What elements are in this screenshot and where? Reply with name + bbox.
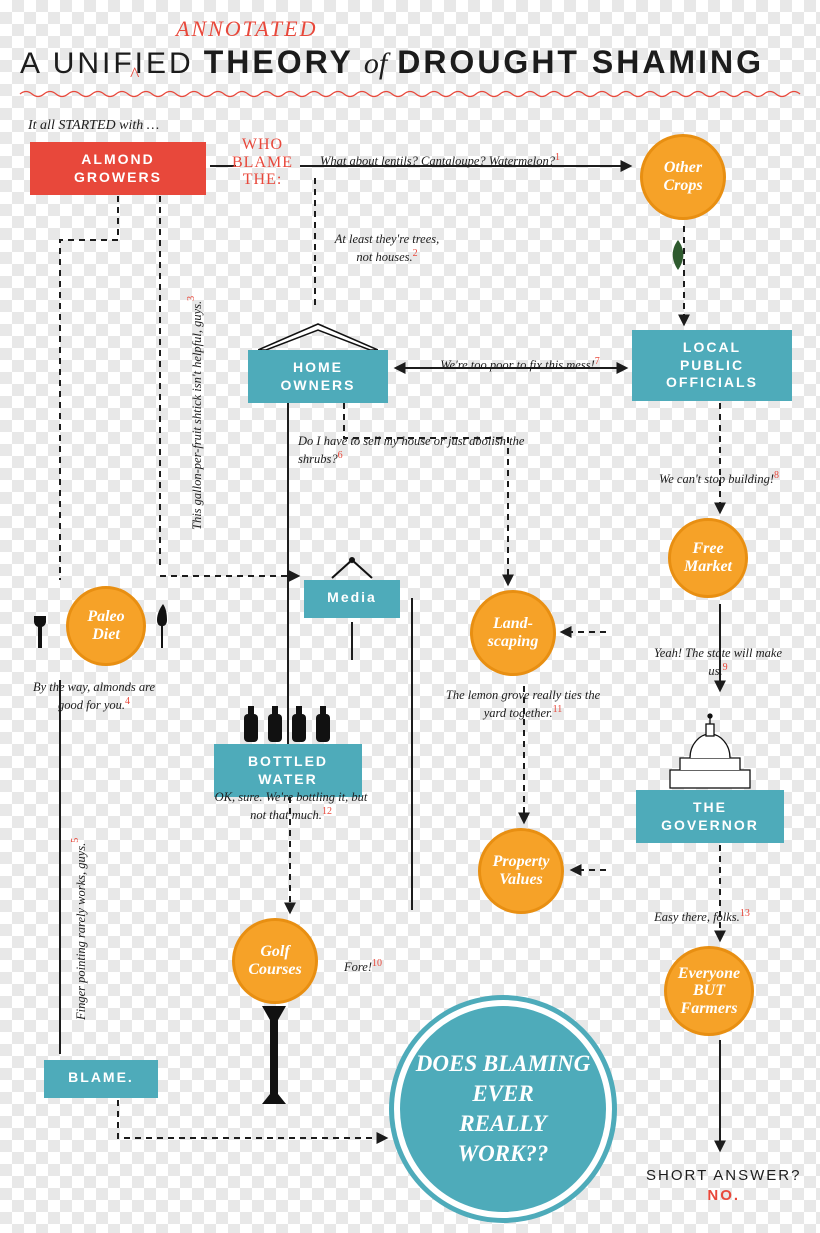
title-of: of <box>364 47 387 81</box>
node-landscaping: Land-scaping <box>470 590 556 676</box>
knife-icon <box>156 602 170 655</box>
caret-icon: ^ <box>130 64 139 87</box>
golf-tee-icon <box>260 1006 288 1111</box>
short-answer: SHORT ANSWER? NO. <box>646 1166 801 1207</box>
node-public-officials: LOCAL PUBLIC OFFICIALS <box>632 330 792 401</box>
title-pre: A UNIFIED <box>20 47 194 81</box>
quote-9: Yeah! The state will make us.9 <box>648 646 788 679</box>
house-roof-icon <box>258 322 378 355</box>
who-blame-the: WHO BLAME THE: <box>232 136 293 189</box>
node-golf-courses: GolfCourses <box>232 918 318 1004</box>
quote-3: This gallon-per-fruit shtick isn't helpf… <box>186 250 206 530</box>
node-governor: THE GOVERNOR <box>636 790 784 843</box>
title-post: DROUGHT SHAMING <box>397 44 764 81</box>
quote-6: Do I have to sell my house or just aboli… <box>298 434 528 467</box>
node-property-values: PropertyValues <box>478 828 564 914</box>
node-almond-growers: ALMOND GROWERS <box>30 142 206 195</box>
node-everyone-but-farmers: EveryoneBUTFarmers <box>664 946 754 1036</box>
node-blame: BLAME. <box>44 1060 158 1098</box>
conclusion-text: DOES BLAMING EVER REALLY WORK?? <box>400 1006 606 1212</box>
fork-icon <box>30 602 50 655</box>
quote-10: Fore!10 <box>344 958 382 976</box>
lead-in: It all STARTED with … <box>28 118 159 134</box>
quote-5: Finger pointing rarely works, guys.5 <box>70 760 90 1020</box>
quote-2: At least they're trees, not houses.2 <box>332 232 442 265</box>
node-free-market: FreeMarket <box>668 518 748 598</box>
node-paleo-diet: PaleoDiet <box>66 586 146 666</box>
node-media: Media <box>304 580 400 618</box>
node-other-crops: OtherCrops <box>640 134 726 220</box>
node-conclusion: DOES BLAMING EVER REALLY WORK?? <box>394 1000 612 1218</box>
quote-7: We're too poor to fix this mess!7 <box>420 356 620 374</box>
quote-13: Easy there, folks.13 <box>632 908 772 926</box>
quote-8: We can't stop building!8 <box>654 470 784 488</box>
node-home-owners: HOME OWNERS <box>248 350 388 403</box>
quote-4: By the way, almonds are good for you.4 <box>20 680 168 713</box>
capitol-icon <box>660 712 760 795</box>
title-block: ANNOTATED ^ A UNIFIED THEORY of DROUGHT … <box>20 44 800 81</box>
quote-11: The lemon grove really ties the yard tog… <box>438 688 608 721</box>
quote-1: What about lentils? Cantaloupe? Watermel… <box>320 152 620 170</box>
annotated-label: ANNOTATED <box>176 16 317 42</box>
leaf-icon <box>663 236 693 285</box>
tv-antenna-icon <box>322 556 382 585</box>
quote-12: OK, sure. We're bottling it, but not tha… <box>206 790 376 823</box>
title-mid: THEORY <box>204 44 354 81</box>
bottles-icon <box>240 706 336 749</box>
